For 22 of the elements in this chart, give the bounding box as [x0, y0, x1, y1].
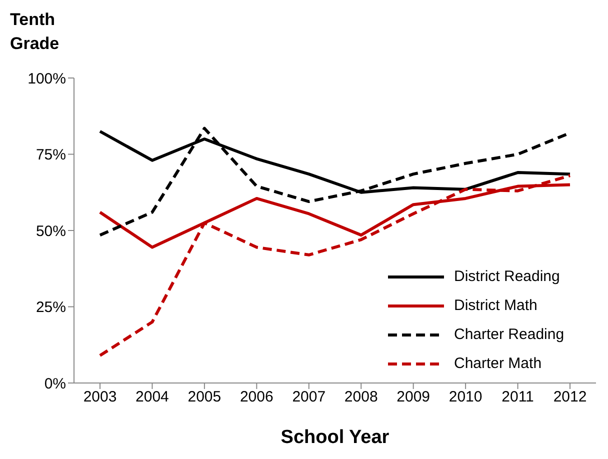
x-tick-label: 2011: [502, 388, 534, 406]
legend-label: Charter Math: [454, 355, 542, 372]
x-tick-label: 2007: [292, 388, 326, 406]
y-tick-label: 75%: [36, 146, 66, 164]
y-tick-label: 25%: [36, 299, 66, 316]
x-tick-label: 2008: [344, 388, 378, 406]
x-tick-label: 2006: [240, 388, 274, 406]
x-tick-label: 2003: [83, 388, 117, 406]
legend-label: District Reading: [454, 268, 560, 285]
x-tick-label: 2005: [188, 388, 222, 406]
x-tick-label: 2009: [396, 388, 430, 406]
y-tick-label: 50%: [36, 222, 66, 240]
x-tick-label: 2012: [553, 388, 587, 406]
y-tick-label: 100%: [28, 70, 66, 88]
y-tick-label: 0%: [44, 375, 66, 392]
line-series: [98, 174, 572, 358]
x-axis-title: School Year: [280, 427, 390, 448]
chart-title: Tenth Grade: [10, 9, 60, 55]
x-tick-label: 2004: [136, 388, 169, 406]
legend-label: Charter Reading: [454, 326, 564, 343]
x-tick-label: 2010: [448, 388, 482, 406]
legend-label: District Math: [454, 297, 538, 314]
